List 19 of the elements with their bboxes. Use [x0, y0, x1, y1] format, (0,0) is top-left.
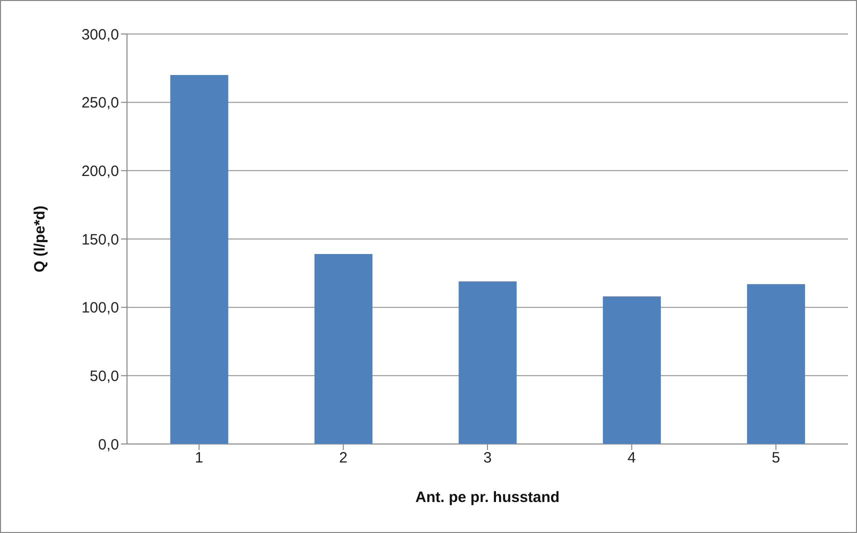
bar — [602, 296, 661, 444]
x-tick-label: 4 — [628, 450, 636, 467]
bar — [314, 254, 372, 444]
bar — [458, 281, 517, 444]
x-tick-label: 5 — [772, 450, 780, 467]
x-tick-label: 1 — [194, 450, 204, 467]
x-tick-label: 3 — [483, 450, 492, 467]
y-tick-label: 50,0 — [90, 368, 119, 385]
y-tick-label: 300,0 — [81, 26, 119, 44]
x-tick-label: 2 — [339, 450, 348, 467]
y-tick-label: 250,0 — [81, 94, 119, 112]
y-tick-label: 100,0 — [81, 300, 119, 317]
bar — [747, 284, 806, 444]
y-tick-label: 200,0 — [81, 162, 119, 180]
x-axis-title: Ant. pe pr. husstand — [415, 489, 560, 506]
bar — [170, 75, 228, 444]
y-tick-label: 0,0 — [98, 436, 119, 454]
y-tick-label: 150,0 — [81, 231, 119, 248]
y-axis-title: Q (l/pe*d) — [31, 206, 48, 272]
